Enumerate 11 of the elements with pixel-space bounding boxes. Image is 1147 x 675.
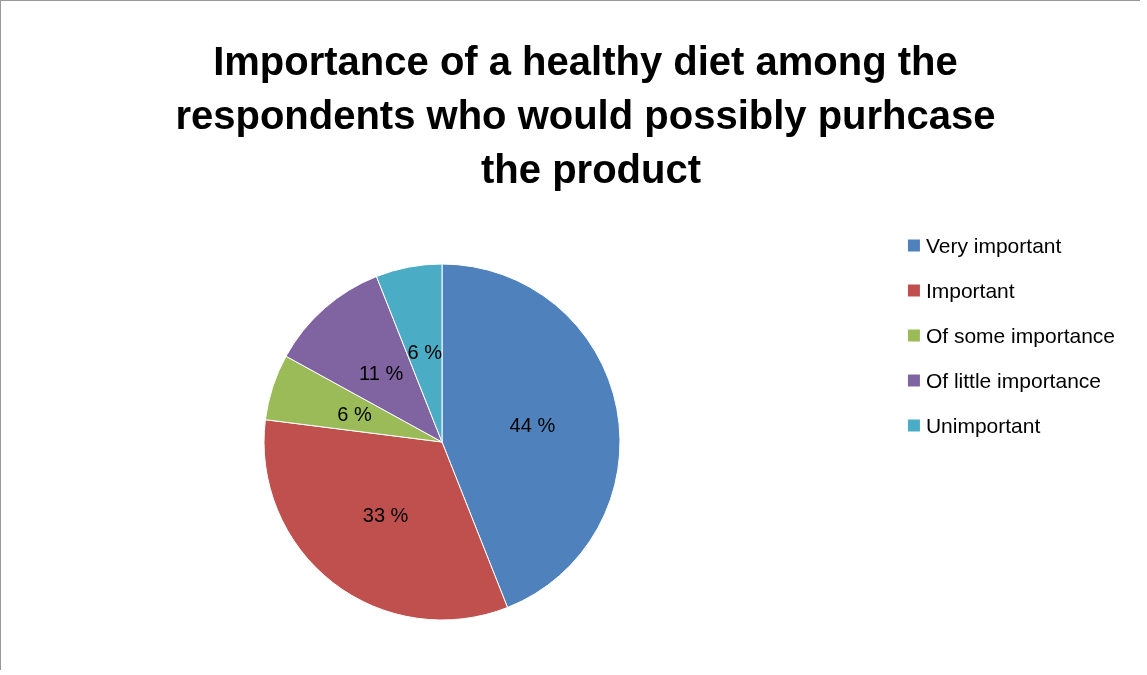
data-label: 6 % xyxy=(407,340,443,363)
data-label: 11 % xyxy=(359,361,404,384)
legend-label: Important xyxy=(925,279,1015,302)
data-label: 6 % xyxy=(337,402,372,425)
data-label: 33 % xyxy=(362,503,409,526)
chart-title: Importance of a healthy diet among the respondents who would possibly purhcase the product xyxy=(175,39,1007,191)
data-label: 44 % xyxy=(509,413,556,436)
legend-label: Unimportant xyxy=(925,414,1041,437)
legend-label: Very important xyxy=(925,234,1062,257)
legend-label: Of some importance xyxy=(925,324,1116,347)
legend-label: Of little importance xyxy=(925,369,1102,392)
